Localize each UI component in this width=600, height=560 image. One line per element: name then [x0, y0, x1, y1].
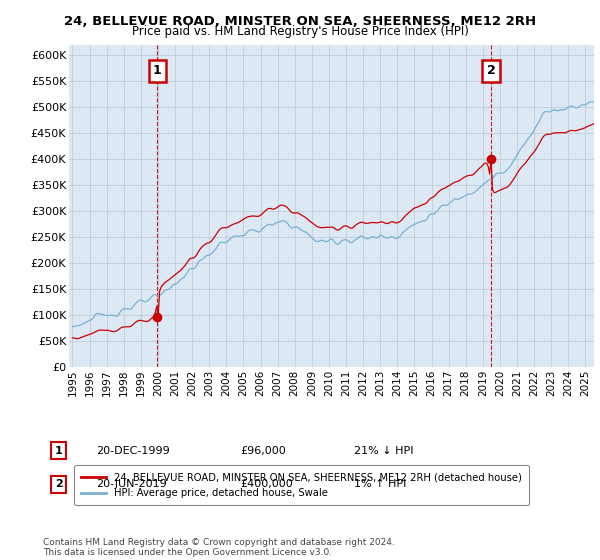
Legend: 24, BELLEVUE ROAD, MINSTER ON SEA, SHEERNESS, ME12 2RH (detached house), HPI: Av: 24, BELLEVUE ROAD, MINSTER ON SEA, SHEER…: [74, 465, 529, 505]
Text: 1% ↑ HPI: 1% ↑ HPI: [354, 479, 406, 489]
Text: 24, BELLEVUE ROAD, MINSTER ON SEA, SHEERNESS, ME12 2RH: 24, BELLEVUE ROAD, MINSTER ON SEA, SHEER…: [64, 15, 536, 28]
Text: 2: 2: [487, 64, 495, 77]
Text: 1: 1: [55, 446, 62, 456]
Text: 20-DEC-1999: 20-DEC-1999: [96, 446, 170, 456]
Text: 1: 1: [153, 64, 162, 77]
Text: £400,000: £400,000: [240, 479, 293, 489]
Text: 21% ↓ HPI: 21% ↓ HPI: [354, 446, 413, 456]
Text: 2: 2: [55, 479, 62, 489]
Text: 20-JUN-2019: 20-JUN-2019: [96, 479, 167, 489]
Text: Price paid vs. HM Land Registry's House Price Index (HPI): Price paid vs. HM Land Registry's House …: [131, 25, 469, 38]
Text: Contains HM Land Registry data © Crown copyright and database right 2024.
This d: Contains HM Land Registry data © Crown c…: [43, 538, 395, 557]
Text: £96,000: £96,000: [240, 446, 286, 456]
